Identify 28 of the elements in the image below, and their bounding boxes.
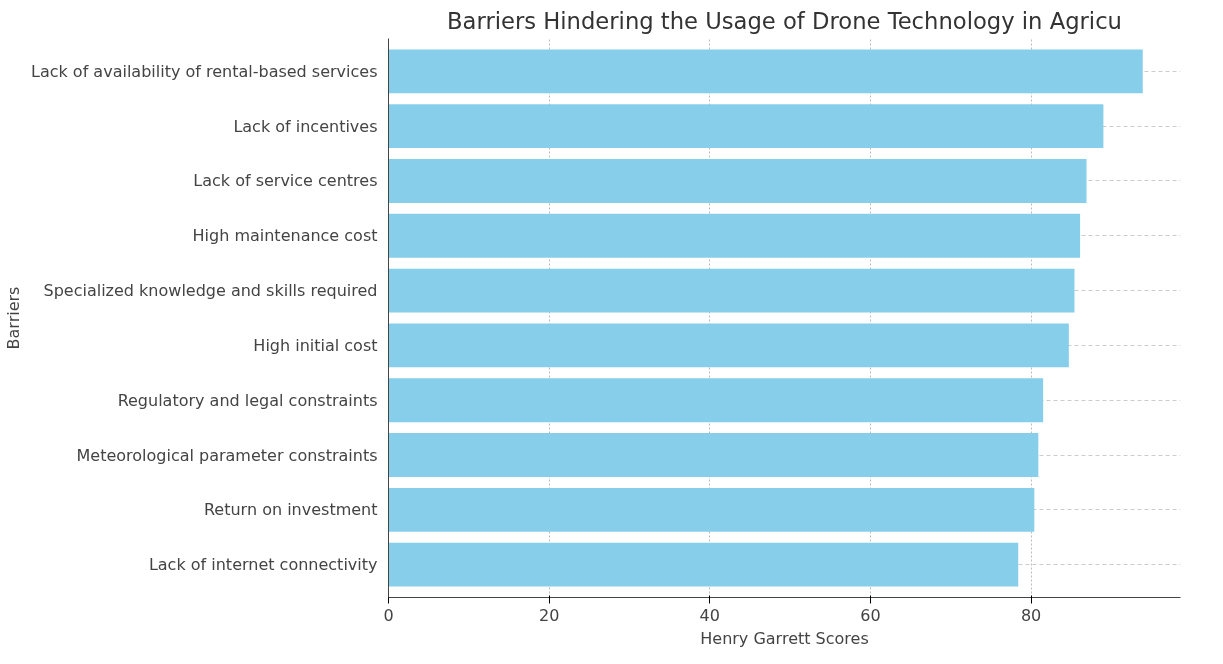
y-tick-label: Regulatory and legal constraints bbox=[117, 390, 378, 410]
y-tick-label: Return on investment bbox=[203, 500, 378, 520]
x-tick-label: 40 bbox=[699, 605, 720, 625]
x-axis-title: Henry Garrett Scores bbox=[700, 628, 869, 648]
y-tick-label: High maintenance cost bbox=[192, 226, 378, 246]
y-tick-label: High initial cost bbox=[253, 335, 378, 355]
x-tick-label: 60 bbox=[860, 605, 881, 625]
bar bbox=[388, 378, 1044, 423]
bar bbox=[388, 159, 1087, 203]
y-tick-label: Specialized knowledge and skills required bbox=[43, 281, 378, 301]
y-tick-label: Meteorological parameter constraints bbox=[76, 445, 378, 465]
bar bbox=[388, 49, 1143, 94]
bar bbox=[388, 487, 1035, 532]
x-tick-label: 80 bbox=[1020, 605, 1042, 625]
y-axis-title: Barriers bbox=[3, 286, 23, 350]
y-tick-label: Lack of availability of rental-based services bbox=[30, 61, 378, 81]
bar bbox=[388, 213, 1081, 258]
bar bbox=[388, 268, 1075, 313]
y-tick-label: Lack of internet connectivity bbox=[148, 555, 378, 575]
bar bbox=[388, 542, 1019, 587]
chart-title: Barriers Hindering the Usage of Drone Technology in Agricu bbox=[447, 7, 1122, 34]
bar bbox=[388, 433, 1039, 477]
x-tick-label: 20 bbox=[538, 605, 560, 625]
bar bbox=[388, 104, 1104, 149]
bar bbox=[388, 323, 1069, 368]
y-tick-label: Lack of incentives bbox=[233, 116, 378, 136]
x-tick-label: 0 bbox=[383, 605, 394, 625]
y-tick-label: Lack of service centres bbox=[193, 171, 378, 191]
